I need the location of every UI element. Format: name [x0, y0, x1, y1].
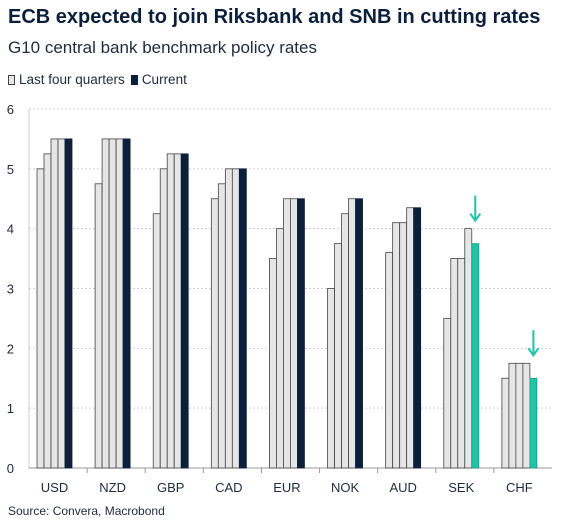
bar-past-sek [443, 318, 452, 469]
bar-past-cad [224, 168, 233, 469]
x-tick-label: CHF [506, 480, 533, 495]
bar-past-usd [36, 168, 45, 469]
bar-past-chf [501, 377, 510, 469]
x-tick-label: USD [41, 480, 68, 495]
y-tick-label: 5 [7, 162, 14, 177]
bar-past-nzd [94, 183, 103, 469]
bar-past-aud [392, 222, 401, 469]
x-tick-label: EUR [273, 480, 300, 495]
bar-past-gbp [166, 153, 175, 469]
bar-past-aud [399, 222, 408, 469]
legend-label-current: Current [141, 72, 187, 87]
bar-past-eur [269, 258, 277, 469]
bar-past-sek [464, 228, 473, 469]
x-tick-label: GBP [157, 480, 184, 495]
x-tick-label: CAD [215, 480, 242, 495]
bar-past-nzd [115, 138, 124, 469]
bar-past-nzd [101, 138, 110, 469]
bar-past-nok [341, 213, 349, 469]
legend-item-past: Last four quarters [8, 72, 125, 87]
legend-swatch-past [8, 74, 15, 85]
down-arrow-head-icon [469, 213, 482, 223]
x-tick-label: SEK [448, 480, 474, 495]
bar-current-nok [355, 198, 363, 469]
bar-past-gbp [152, 213, 161, 469]
chart-subtitle: G10 central bank benchmark policy rates [8, 38, 317, 57]
bar-past-eur [290, 198, 298, 469]
bar-past-nok [334, 243, 342, 469]
x-tick-label: NZD [99, 480, 126, 495]
x-tick-label: AUD [389, 480, 416, 495]
legend-label-past: Last four quarters [19, 72, 125, 87]
bar-current-cad [238, 168, 247, 469]
bar-past-chf [508, 362, 517, 469]
bar-current-sek [471, 243, 480, 469]
bar-current-eur [297, 198, 305, 469]
y-tick-label: 1 [7, 401, 14, 416]
bar-past-cad [231, 168, 240, 469]
bar-past-nok [348, 198, 356, 469]
y-tick-label: 6 [7, 102, 14, 117]
y-tick-label: 2 [7, 341, 14, 356]
bar-past-usd [57, 138, 66, 469]
bar-current-chf [529, 377, 538, 469]
bar-current-nzd [122, 138, 131, 469]
bar-past-chf [515, 362, 524, 469]
bar-past-nzd [108, 138, 117, 469]
bar-past-chf [522, 362, 531, 469]
bar-past-nok [327, 288, 335, 469]
bar-past-usd [43, 153, 52, 469]
bar-past-gbp [159, 168, 168, 469]
bar-past-usd [50, 138, 59, 469]
down-arrow-head-icon [527, 347, 540, 357]
bar-past-gbp [173, 153, 182, 469]
bar-past-aud [406, 207, 415, 469]
bar-past-sek [457, 258, 466, 469]
y-tick-label: 0 [7, 461, 14, 476]
bar-past-cad [217, 183, 226, 469]
bar-current-aud [413, 207, 422, 469]
bar-past-sek [450, 258, 459, 469]
bar-past-eur [276, 228, 284, 469]
bar-chart: 0 1 2 3 4 5 6 USD NZD GBP CAD EUR NOK AUD SEK CHF [7, 102, 552, 495]
bar-current-usd [64, 138, 73, 469]
source-note: Source: Convera, Macrobond [8, 504, 165, 518]
y-tick-label: 4 [7, 222, 14, 237]
x-tick-label: NOK [331, 480, 360, 495]
y-tick-label: 3 [7, 282, 14, 297]
bar-past-aud [385, 252, 394, 469]
bar-past-cad [210, 198, 219, 469]
legend-item-current: Current [130, 72, 187, 87]
legend-swatch-current [130, 74, 138, 85]
chart-title: ECB expected to join Riksbank and SNB in… [8, 6, 541, 28]
bar-current-gbp [180, 153, 189, 469]
legend: Last four quarters Current [8, 72, 193, 87]
bar-past-eur [283, 198, 291, 469]
